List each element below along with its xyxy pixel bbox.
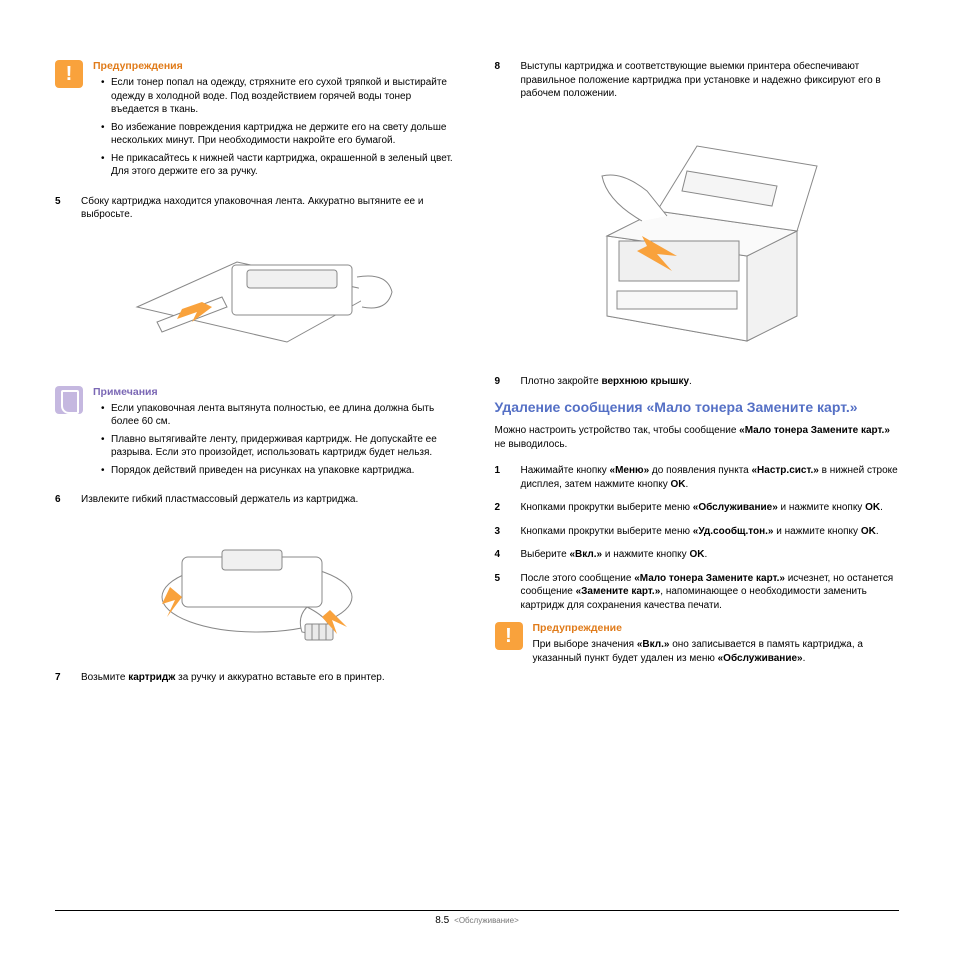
step-number: 4 bbox=[495, 548, 507, 562]
page-footer: 8.5 <Обслуживание> bbox=[55, 910, 899, 926]
step-number: 5 bbox=[55, 195, 67, 222]
bullet: Во избежание повреждения картриджа не де… bbox=[101, 121, 460, 148]
bullet: Не прикасайтесь к нижней части картриджа… bbox=[101, 152, 460, 179]
step-number: 8 bbox=[495, 60, 507, 101]
footer-section: <Обслуживание> bbox=[454, 916, 519, 925]
step-text: Кнопками прокрутки выберите меню «Обслуж… bbox=[521, 501, 900, 515]
step-text: Извлеките гибкий пластмассовый держатель… bbox=[81, 493, 460, 507]
step-text: Сбоку картриджа находится упаковочная ле… bbox=[81, 195, 460, 222]
step-text: Выберите «Вкл.» и нажмите кнопку OK. bbox=[521, 548, 900, 562]
warning-text: При выборе значения «Вкл.» оно записывае… bbox=[533, 638, 900, 665]
step-number: 2 bbox=[495, 501, 507, 515]
bullet: Порядок действий приведен на рисунках на… bbox=[101, 464, 460, 478]
step-5: 5 Сбоку картриджа находится упаковочная … bbox=[55, 195, 460, 222]
step-number: 5 bbox=[495, 572, 507, 613]
left-column: ! Предупреждения Если тонер попал на оде… bbox=[55, 60, 460, 694]
step-9: 9 Плотно закройте верхнюю крышку. bbox=[495, 375, 900, 389]
bullet: Плавно вытягивайте ленту, придерживая ка… bbox=[101, 433, 460, 460]
step-7: 7 Возьмите картридж за ручку и аккуратно… bbox=[55, 671, 460, 685]
step-number: 3 bbox=[495, 525, 507, 539]
warning-icon: ! bbox=[495, 622, 523, 650]
figure-cartridge-holder bbox=[107, 517, 407, 657]
note-block: Примечания Если упаковочная лента вытяну… bbox=[55, 386, 460, 482]
step-3: 3 Кнопками прокрутки выберите меню «Уд.с… bbox=[495, 525, 900, 539]
step-number: 1 bbox=[495, 464, 507, 491]
warning-icon: ! bbox=[55, 60, 83, 88]
step-number: 9 bbox=[495, 375, 507, 389]
warning-block-1: ! Предупреждения Если тонер попал на оде… bbox=[55, 60, 460, 183]
step-text: Нажимайте кнопку «Меню» до появления пун… bbox=[521, 464, 900, 491]
warning-title: Предупреждения bbox=[93, 60, 460, 72]
step-number: 7 bbox=[55, 671, 67, 685]
bullet: Если упаковочная лента вытянута полность… bbox=[101, 402, 460, 429]
step-6: 6 Извлеките гибкий пластмассовый держате… bbox=[55, 493, 460, 507]
warning-block-2: ! Предупреждение При выборе значения «Вк… bbox=[495, 622, 900, 665]
figure-cartridge-tape bbox=[107, 232, 407, 372]
page-number: 8.5 bbox=[435, 915, 449, 926]
figure-printer-install bbox=[537, 111, 857, 361]
step-4: 4 Выберите «Вкл.» и нажмите кнопку OK. bbox=[495, 548, 900, 562]
right-column: 8 Выступы картриджа и соответствующие вы… bbox=[495, 60, 900, 694]
step-text: После этого сообщение «Мало тонера Замен… bbox=[521, 572, 900, 613]
note-bullets: Если упаковочная лента вытянута полность… bbox=[93, 402, 460, 478]
step-text: Плотно закройте верхнюю крышку. bbox=[521, 375, 900, 389]
warning-bullets: Если тонер попал на одежду, стряхните ег… bbox=[93, 76, 460, 179]
step-8: 8 Выступы картриджа и соответствующие вы… bbox=[495, 60, 900, 101]
section-intro: Можно настроить устройство так, чтобы со… bbox=[495, 424, 900, 452]
bullet: Если тонер попал на одежду, стряхните ег… bbox=[101, 76, 460, 117]
step-5b: 5 После этого сообщение «Мало тонера Зам… bbox=[495, 572, 900, 613]
note-title: Примечания bbox=[93, 386, 460, 398]
step-text: Кнопками прокрутки выберите меню «Уд.соо… bbox=[521, 525, 900, 539]
step-1: 1 Нажимайте кнопку «Меню» до появления п… bbox=[495, 464, 900, 491]
note-icon bbox=[55, 386, 83, 414]
warning-title: Предупреждение bbox=[533, 622, 900, 634]
section-title: Удаление сообщения «Мало тонера Замените… bbox=[495, 398, 900, 416]
step-text: Выступы картриджа и соответствующие выем… bbox=[521, 60, 900, 101]
step-text: Возьмите картридж за ручку и аккуратно в… bbox=[81, 671, 460, 685]
step-2: 2 Кнопками прокрутки выберите меню «Обсл… bbox=[495, 501, 900, 515]
step-number: 6 bbox=[55, 493, 67, 507]
